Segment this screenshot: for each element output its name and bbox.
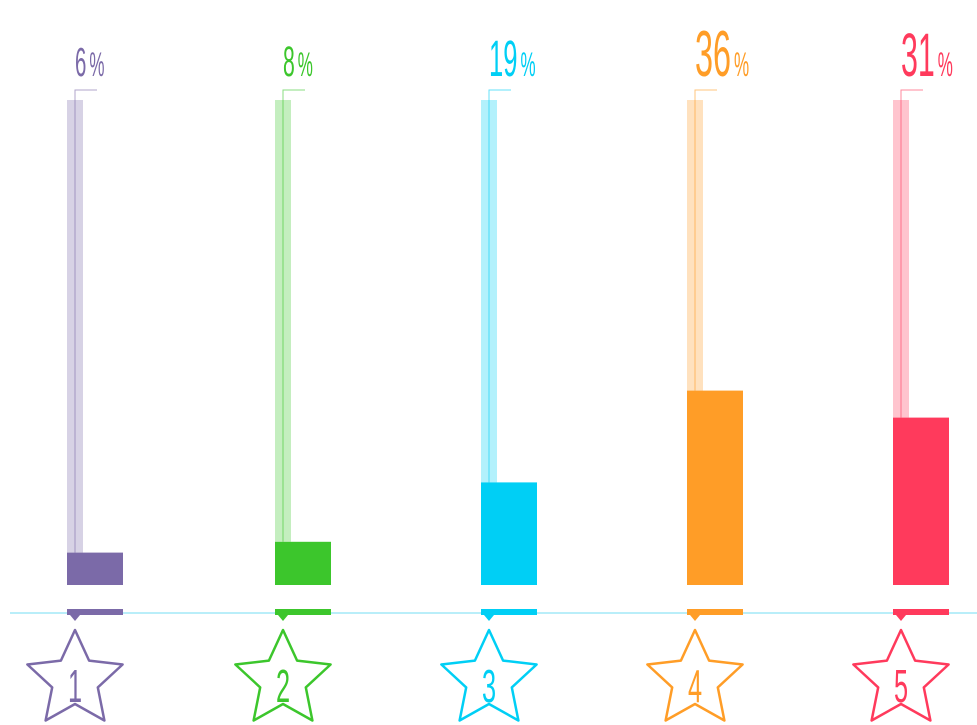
star	[440, 628, 538, 722]
value-label: 19%	[489, 29, 536, 87]
value-unit: %	[298, 46, 313, 84]
pointer	[484, 615, 494, 621]
star	[234, 628, 332, 722]
value-label: 6%	[75, 39, 104, 85]
value-label: 36%	[695, 18, 749, 90]
base-bar	[275, 609, 331, 615]
pointer	[690, 615, 700, 621]
value-number: 31	[901, 22, 935, 90]
connector	[900, 89, 923, 418]
base-bar	[67, 609, 123, 615]
category-label: 5	[894, 660, 908, 712]
pointer	[896, 615, 906, 621]
category-label: 1	[68, 660, 82, 712]
value-unit: %	[938, 46, 953, 84]
star	[646, 628, 744, 722]
connector	[694, 89, 717, 391]
value-number: 19	[489, 29, 517, 87]
value-label: 8%	[283, 39, 313, 86]
base-bar	[481, 609, 537, 615]
bar	[893, 417, 949, 585]
pointer	[278, 615, 288, 621]
bar	[687, 390, 743, 585]
category-label: 2	[276, 660, 290, 712]
value-number: 6	[75, 39, 86, 85]
star	[852, 628, 950, 722]
star	[26, 628, 124, 722]
category-label: 4	[688, 660, 702, 712]
base-bar	[893, 609, 949, 615]
connector	[282, 89, 305, 542]
value-unit: %	[734, 46, 749, 84]
value-label: 31%	[901, 22, 953, 90]
value-unit: %	[89, 46, 104, 84]
bar	[481, 482, 537, 585]
bar	[275, 541, 331, 585]
bar	[67, 552, 123, 585]
value-number: 36	[695, 18, 731, 90]
category-label: 3	[482, 660, 496, 712]
value-number: 8	[283, 39, 295, 86]
connector	[488, 89, 511, 483]
connector	[74, 89, 97, 553]
pointer	[70, 615, 80, 621]
base-bar	[687, 609, 743, 615]
value-unit: %	[520, 46, 535, 84]
